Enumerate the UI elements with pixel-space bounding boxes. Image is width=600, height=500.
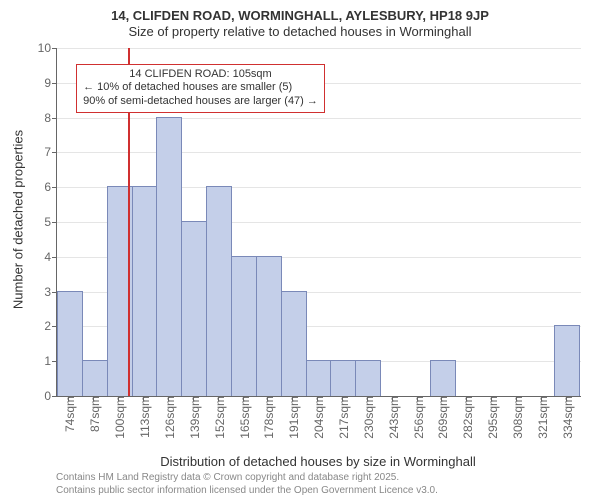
histogram-bar	[281, 291, 307, 396]
xtick-label: 87sqm	[84, 396, 102, 432]
annotation-box: 14 CLIFDEN ROAD: 105sqm← 10% of detached…	[76, 64, 325, 113]
xtick-label: 152sqm	[209, 396, 227, 439]
histogram-bar	[430, 360, 456, 396]
x-axis-label: Distribution of detached houses by size …	[56, 454, 580, 469]
xtick-label: 139sqm	[184, 396, 202, 439]
xtick-label: 100sqm	[109, 396, 127, 439]
annotation-line-1: 14 CLIFDEN ROAD: 105sqm	[83, 68, 318, 82]
chart-subtitle: Size of property relative to detached ho…	[0, 23, 600, 39]
ytick-label: 2	[44, 319, 57, 333]
chart-footer: Contains HM Land Registry data © Crown c…	[56, 472, 438, 497]
histogram-bar	[231, 256, 257, 396]
histogram-bar	[132, 186, 158, 396]
histogram-bar	[181, 221, 207, 396]
gridline	[57, 118, 581, 119]
histogram-bar	[306, 360, 332, 396]
annotation-line-3: 90% of semi-detached houses are larger (…	[83, 95, 318, 109]
histogram-bar	[82, 360, 108, 396]
ytick-label: 0	[44, 389, 57, 403]
ytick-label: 4	[44, 250, 57, 264]
xtick-label: 282sqm	[457, 396, 475, 439]
gridline	[57, 48, 581, 49]
xtick-label: 308sqm	[507, 396, 525, 439]
ytick-label: 6	[44, 180, 57, 194]
chart-title: 14, CLIFDEN ROAD, WORMINGHALL, AYLESBURY…	[0, 0, 600, 23]
xtick-label: 295sqm	[482, 396, 500, 439]
histogram-bar	[156, 117, 182, 396]
ytick-label: 1	[44, 354, 57, 368]
xtick-label: 178sqm	[258, 396, 276, 439]
ytick-label: 9	[44, 76, 57, 90]
histogram-bar	[355, 360, 381, 396]
xtick-label: 191sqm	[283, 396, 301, 439]
xtick-label: 256sqm	[408, 396, 426, 439]
xtick-label: 269sqm	[432, 396, 450, 439]
histogram-bar	[330, 360, 356, 396]
xtick-label: 217sqm	[333, 396, 351, 439]
xtick-label: 126sqm	[159, 396, 177, 439]
histogram-bar	[57, 291, 83, 396]
annotation-line-2: ← 10% of detached houses are smaller (5)	[83, 81, 318, 95]
xtick-label: 230sqm	[358, 396, 376, 439]
xtick-label: 321sqm	[532, 396, 550, 439]
ytick-label: 7	[44, 145, 57, 159]
xtick-label: 113sqm	[134, 396, 152, 438]
chart-container: 14, CLIFDEN ROAD, WORMINGHALL, AYLESBURY…	[0, 0, 600, 500]
footer-line-2: Contains public sector information licen…	[56, 485, 438, 498]
xtick-label: 243sqm	[383, 396, 401, 439]
ytick-label: 8	[44, 111, 57, 125]
xtick-label: 165sqm	[234, 396, 252, 439]
footer-line-1: Contains HM Land Registry data © Crown c…	[56, 472, 438, 485]
xtick-label: 74sqm	[59, 396, 77, 432]
histogram-bar	[554, 325, 580, 396]
ytick-label: 5	[44, 215, 57, 229]
xtick-label: 204sqm	[308, 396, 326, 439]
plot-area: 01234567891074sqm87sqm100sqm113sqm126sqm…	[56, 48, 581, 397]
gridline	[57, 152, 581, 153]
xtick-label: 334sqm	[557, 396, 575, 439]
y-axis-label: Number of detached properties	[11, 46, 26, 394]
ytick-label: 10	[38, 41, 57, 55]
ytick-label: 3	[44, 285, 57, 299]
histogram-bar	[256, 256, 282, 396]
histogram-bar	[206, 186, 232, 396]
